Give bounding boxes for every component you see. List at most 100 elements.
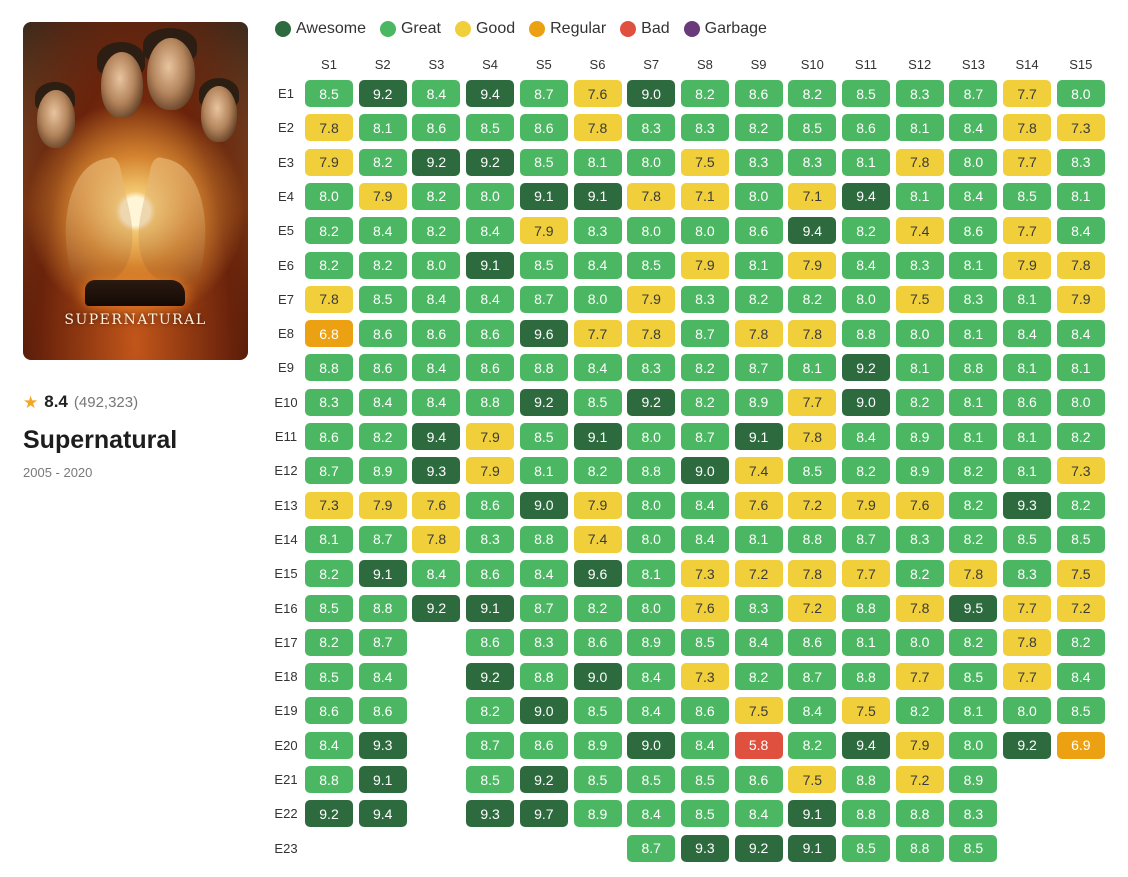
episode-rating-cell[interactable]: 7.9 xyxy=(680,251,729,279)
episode-rating-cell[interactable]: 7.7 xyxy=(842,560,890,588)
episode-rating-cell[interactable]: 7.8 xyxy=(627,320,676,348)
episode-rating-cell[interactable]: 8.2 xyxy=(305,251,353,279)
episode-rating-cell[interactable]: 9.2 xyxy=(734,834,783,862)
episode-rating-cell[interactable]: 7.9 xyxy=(1003,251,1052,279)
episode-rating-cell[interactable]: 8.4 xyxy=(412,560,461,588)
episode-rating-cell[interactable]: 9.4 xyxy=(788,217,837,245)
episode-rating-cell[interactable]: 9.1 xyxy=(788,800,837,828)
episode-rating-cell[interactable]: 7.5 xyxy=(1056,560,1105,588)
episode-rating-cell[interactable]: 8.5 xyxy=(680,766,729,793)
episode-rating-cell[interactable]: 5.8 xyxy=(734,731,783,759)
episode-rating-cell[interactable]: 8.3 xyxy=(788,148,837,176)
episode-rating-cell[interactable]: 8.4 xyxy=(358,388,407,416)
episode-rating-cell[interactable]: 7.8 xyxy=(788,423,837,450)
episode-rating-cell[interactable]: 8.0 xyxy=(949,731,998,759)
episode-rating-cell[interactable]: 8.3 xyxy=(305,388,353,416)
episode-rating-cell[interactable]: 9.5 xyxy=(949,594,998,622)
episode-rating-cell[interactable]: 9.3 xyxy=(1003,491,1052,519)
episode-rating-cell[interactable]: 8.4 xyxy=(358,663,407,691)
episode-rating-cell[interactable]: 8.2 xyxy=(895,560,944,588)
episode-rating-cell[interactable]: 9.1 xyxy=(466,594,515,622)
episode-rating-cell[interactable]: 9.1 xyxy=(466,251,515,279)
episode-rating-cell[interactable]: 8.0 xyxy=(305,182,353,210)
episode-rating-cell[interactable]: 9.1 xyxy=(519,182,568,210)
episode-rating-cell[interactable]: 9.3 xyxy=(680,834,729,862)
episode-rating-cell[interactable]: 7.3 xyxy=(1056,457,1105,485)
episode-rating-cell[interactable]: 9.0 xyxy=(627,731,676,759)
episode-rating-cell[interactable]: 8.2 xyxy=(842,457,890,485)
episode-rating-cell[interactable]: 7.7 xyxy=(1003,663,1052,691)
episode-rating-cell[interactable]: 8.8 xyxy=(519,525,568,553)
episode-rating-cell[interactable]: 8.9 xyxy=(573,800,622,828)
legend-item[interactable]: Regular xyxy=(529,20,606,38)
episode-rating-cell[interactable]: 9.3 xyxy=(358,731,407,759)
episode-rating-cell[interactable]: 8.7 xyxy=(519,285,568,313)
episode-rating-cell[interactable]: 8.2 xyxy=(358,148,407,176)
episode-rating-cell[interactable]: 8.4 xyxy=(627,800,676,828)
episode-rating-cell[interactable]: 8.9 xyxy=(358,457,407,485)
episode-rating-cell[interactable]: 8.5 xyxy=(573,388,622,416)
episode-rating-cell[interactable]: 8.8 xyxy=(895,834,944,862)
episode-rating-cell[interactable]: 8.2 xyxy=(734,663,783,691)
episode-rating-cell[interactable]: 8.6 xyxy=(358,354,407,382)
episode-rating-cell[interactable]: 8.3 xyxy=(895,525,944,553)
episode-rating-cell[interactable]: 7.4 xyxy=(734,457,783,485)
episode-rating-cell[interactable]: 7.9 xyxy=(1056,285,1105,313)
episode-rating-cell[interactable]: 7.9 xyxy=(305,148,353,176)
episode-rating-cell[interactable]: 9.1 xyxy=(788,834,837,862)
episode-rating-cell[interactable]: 8.6 xyxy=(358,697,407,725)
episode-rating-cell[interactable]: 8.0 xyxy=(842,285,890,313)
episode-rating-cell[interactable]: 7.2 xyxy=(788,491,837,519)
episode-rating-cell[interactable]: 9.2 xyxy=(519,388,568,416)
episode-rating-cell[interactable]: 7.5 xyxy=(842,697,890,725)
episode-rating-cell[interactable]: 8.4 xyxy=(734,628,783,656)
episode-rating-cell[interactable]: 8.7 xyxy=(466,731,515,759)
episode-rating-cell[interactable]: 8.4 xyxy=(1056,320,1105,348)
episode-rating-cell[interactable]: 8.2 xyxy=(949,525,998,553)
episode-rating-cell[interactable]: 7.7 xyxy=(1003,217,1052,245)
episode-rating-cell[interactable]: 8.2 xyxy=(1056,491,1105,519)
episode-rating-cell[interactable]: 8.8 xyxy=(305,354,353,382)
episode-rating-cell[interactable]: 8.5 xyxy=(573,766,622,793)
episode-rating-cell[interactable]: 8.4 xyxy=(358,217,407,245)
episode-rating-cell[interactable]: 8.1 xyxy=(1003,354,1052,382)
episode-rating-cell[interactable]: 8.0 xyxy=(573,285,622,313)
episode-rating-cell[interactable]: 8.0 xyxy=(627,491,676,519)
episode-rating-cell[interactable]: 8.2 xyxy=(788,80,837,107)
episode-rating-cell[interactable]: 8.5 xyxy=(1056,697,1105,725)
episode-rating-cell[interactable]: 8.7 xyxy=(949,80,998,107)
episode-rating-cell[interactable]: 8.8 xyxy=(842,594,890,622)
episode-rating-cell[interactable]: 8.4 xyxy=(680,491,729,519)
episode-rating-cell[interactable]: 8.5 xyxy=(305,80,353,107)
legend-item[interactable]: Great xyxy=(379,20,441,38)
episode-rating-cell[interactable]: 8.4 xyxy=(412,388,461,416)
episode-rating-cell[interactable]: 8.6 xyxy=(466,320,515,348)
episode-rating-cell[interactable]: 9.0 xyxy=(680,457,729,485)
episode-rating-cell[interactable]: 8.6 xyxy=(466,560,515,588)
episode-rating-cell[interactable]: 8.6 xyxy=(573,628,622,656)
episode-rating-cell[interactable]: 8.4 xyxy=(680,525,729,553)
episode-rating-cell[interactable]: 8.5 xyxy=(305,594,353,622)
episode-rating-cell[interactable]: 8.9 xyxy=(949,766,998,793)
episode-rating-cell[interactable]: 7.8 xyxy=(1003,628,1052,656)
episode-rating-cell[interactable]: 9.0 xyxy=(842,388,890,416)
episode-rating-cell[interactable]: 8.8 xyxy=(895,800,944,828)
episode-rating-cell[interactable]: 8.6 xyxy=(519,731,568,759)
episode-rating-cell[interactable]: 8.7 xyxy=(788,663,837,691)
episode-rating-cell[interactable]: 9.1 xyxy=(358,560,407,588)
episode-rating-cell[interactable]: 8.1 xyxy=(734,251,783,279)
episode-rating-cell[interactable]: 8.5 xyxy=(466,766,515,793)
episode-rating-cell[interactable]: 8.2 xyxy=(895,388,944,416)
episode-rating-cell[interactable]: 7.3 xyxy=(1056,114,1105,142)
episode-rating-cell[interactable]: 7.7 xyxy=(895,663,944,691)
episode-rating-cell[interactable]: 9.6 xyxy=(519,320,568,348)
episode-rating-cell[interactable]: 7.3 xyxy=(680,663,729,691)
episode-rating-cell[interactable]: 9.3 xyxy=(412,457,461,485)
episode-rating-cell[interactable]: 7.6 xyxy=(734,491,783,519)
show-poster[interactable]: SUPERNATURAL xyxy=(23,22,248,360)
episode-rating-cell[interactable]: 8.4 xyxy=(305,731,353,759)
episode-rating-cell[interactable]: 7.9 xyxy=(895,731,944,759)
episode-rating-cell[interactable]: 8.6 xyxy=(734,766,783,793)
episode-rating-cell[interactable]: 7.1 xyxy=(788,182,837,210)
episode-rating-cell[interactable]: 8.3 xyxy=(895,251,944,279)
